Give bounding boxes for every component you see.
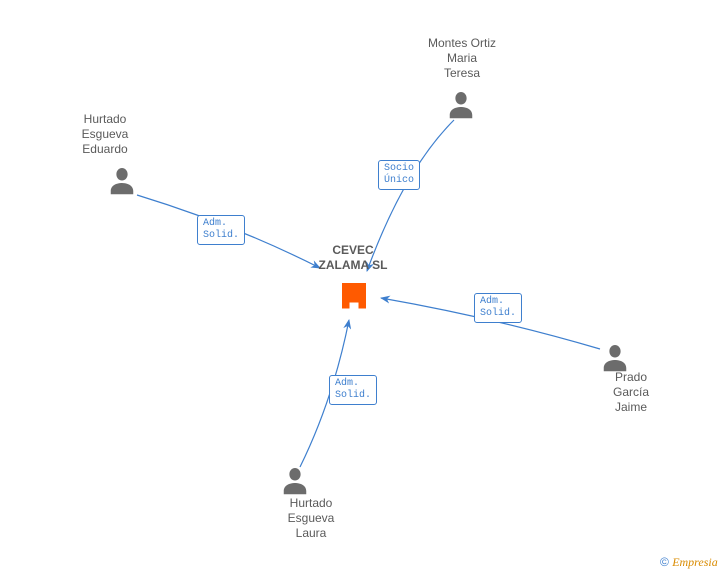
- person-label: Hurtado Esgueva Eduardo: [82, 112, 129, 157]
- watermark-brand: Empresia: [672, 555, 718, 569]
- person-icon: [107, 166, 137, 201]
- person-label: Hurtado Esgueva Laura: [288, 496, 335, 541]
- watermark: © Empresia: [660, 555, 718, 570]
- edge-label: Socio Único: [378, 160, 420, 190]
- person-icon: [280, 466, 310, 501]
- person-icon: [600, 343, 630, 378]
- watermark-copyright: ©: [660, 555, 669, 569]
- person-label: Montes Ortiz Maria Teresa: [428, 36, 496, 81]
- edge-label: Adm. Solid.: [474, 293, 522, 323]
- person-icon: [446, 90, 476, 125]
- diagram-stage: CEVEC ZALAMA SL Montes Ortiz Maria Teresa…: [0, 0, 728, 575]
- edge-label: Adm. Solid.: [329, 375, 377, 405]
- edge-label: Adm. Solid.: [197, 215, 245, 245]
- company-label: CEVEC ZALAMA SL: [319, 243, 388, 273]
- company-icon: [336, 276, 372, 317]
